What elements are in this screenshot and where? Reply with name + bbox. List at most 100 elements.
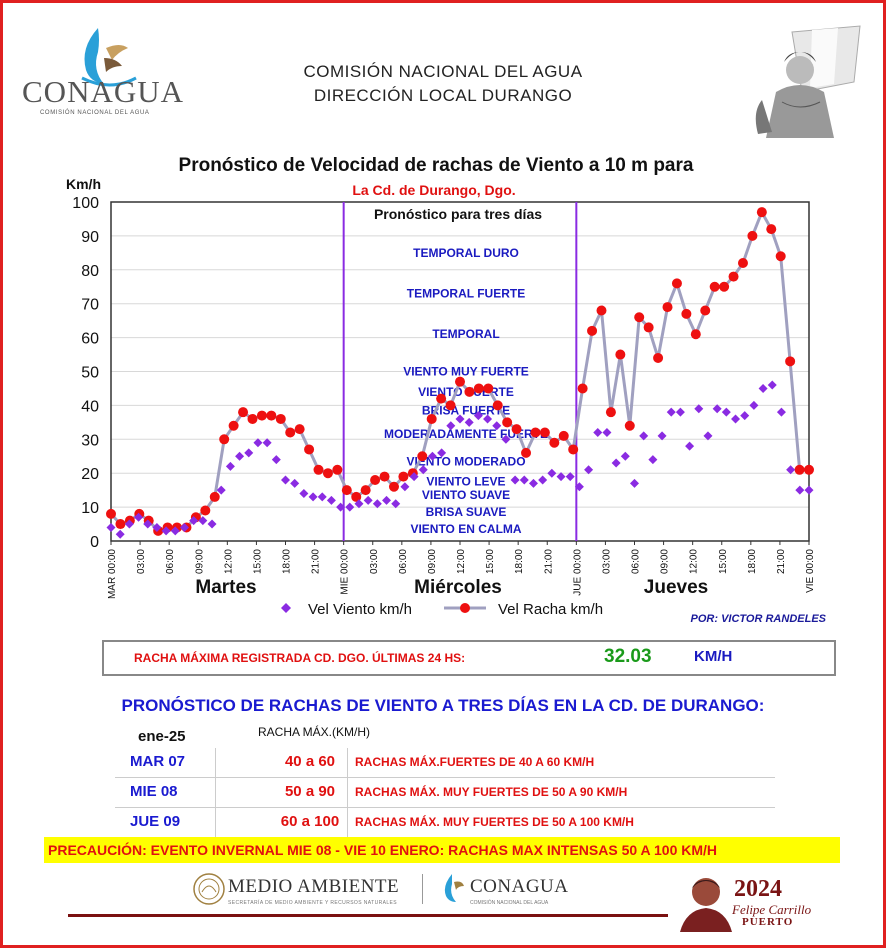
- wind-point: [207, 519, 217, 529]
- gust-point: [662, 302, 673, 313]
- warning-text: PRECAUCIÓN: EVENTO INVERNAL MIE 08 - VIE…: [48, 842, 718, 858]
- gust-point: [719, 281, 730, 292]
- wind-point: [694, 404, 704, 414]
- gust-point: [473, 383, 484, 394]
- wind-point: [372, 499, 382, 509]
- gust-point: [332, 464, 343, 475]
- conagua-logo-icon: [81, 28, 137, 87]
- wind-point: [483, 414, 493, 424]
- wind-point: [639, 431, 649, 441]
- x-tick-label: 15:00: [252, 549, 263, 574]
- wind-point: [299, 489, 309, 499]
- x-tick-label: MAR 00:00: [107, 549, 118, 599]
- legend-marker-wind: [281, 603, 291, 613]
- wind-point: [786, 465, 796, 475]
- cell-divider: [215, 748, 216, 777]
- gust-point: [455, 376, 465, 387]
- wind-point: [354, 499, 364, 509]
- wind-point: [336, 502, 346, 512]
- wind-point: [776, 407, 786, 417]
- x-tick-label: 21:00: [776, 549, 787, 574]
- wind-point: [630, 478, 639, 488]
- forecast-column-header: RACHA MÁX.(KM/H): [258, 725, 371, 739]
- gust-point: [766, 224, 777, 235]
- wind-point: [418, 465, 428, 475]
- gust-point: [521, 447, 532, 458]
- wind-point: [345, 502, 355, 512]
- x-tick-label: 09:00: [660, 549, 671, 574]
- x-tick-label: 18:00: [747, 549, 758, 574]
- gust-point: [794, 464, 805, 475]
- wind-point: [758, 383, 768, 393]
- wind-point: [326, 495, 336, 505]
- gust-point: [106, 508, 116, 519]
- gust-point: [266, 410, 277, 421]
- conagua-logo: CONAGUA COMISIÓN NACIONAL DEL AGUA: [20, 18, 195, 128]
- max-gust-label: RACHA MÁXIMA REGISTRADA CD. DGO. ÚLTIMAS…: [134, 651, 466, 665]
- chart-plot-area: [110, 201, 810, 542]
- x-tick-label: 21:00: [543, 549, 554, 574]
- x-tick-label: 03:00: [369, 549, 380, 574]
- wind-point: [143, 519, 153, 529]
- conagua-small-icon: [444, 874, 464, 902]
- wind-point: [574, 482, 584, 492]
- gust-point: [426, 413, 437, 424]
- wind-point: [538, 475, 548, 485]
- portrait-icon: [680, 878, 732, 932]
- x-tick-label: 09:00: [427, 549, 438, 574]
- wind-point: [134, 512, 144, 522]
- org-name: COMISIÓN NACIONAL DEL AGUA: [303, 62, 583, 81]
- wind-point: [400, 482, 410, 492]
- gust-point: [464, 386, 475, 397]
- wind-point: [749, 400, 759, 410]
- table-row: MIE 08 50 a 90 RACHAS MÁX. MUY FUERTES D…: [115, 778, 775, 808]
- gust-point: [370, 474, 381, 485]
- chart-series: [106, 207, 814, 539]
- x-tick-label: 06:00: [398, 549, 409, 574]
- chart-background: [46, 145, 836, 635]
- x-tick-label: JUE 00:00: [572, 549, 583, 596]
- medio-ambiente-text: MEDIO AMBIENTE: [228, 876, 400, 897]
- wind-point: [244, 448, 254, 458]
- wind-point: [115, 529, 125, 539]
- wind-point: [721, 407, 731, 417]
- y-tick-label: 20: [81, 466, 99, 483]
- wind-point: [409, 472, 419, 482]
- wind-point: [262, 438, 272, 448]
- max-gust-value: 32.03: [604, 646, 652, 667]
- table-row: JUE 09 60 a 100 RACHAS MÁX. MUY FUERTES …: [115, 808, 775, 838]
- wind-point: [767, 380, 777, 390]
- wind-point: [198, 516, 208, 526]
- x-tick-label: 18:00: [514, 549, 525, 574]
- cell-divider: [347, 778, 348, 807]
- wind-point: [685, 441, 695, 451]
- wind-point: [703, 431, 713, 441]
- chart-axes: 0 10 20 30 40 50 60 70 80 90 100 MAR 00:00 03:00 06:0…: [72, 195, 816, 599]
- y-tick-label: 70: [81, 297, 99, 314]
- chart-svg: Pronóstico de Velocidad de rachas de Vie…: [46, 145, 836, 635]
- day-label: Martes: [195, 577, 256, 598]
- wind-point: [161, 526, 171, 536]
- gust-point: [483, 383, 494, 394]
- wind-point: [290, 478, 300, 488]
- gust-point: [294, 424, 305, 435]
- forecast-title: PRONÓSTICO DE RACHAS DE VIENTO A TRES DÍ…: [121, 696, 765, 715]
- gust-point: [756, 207, 767, 218]
- y-tick-label: 80: [81, 263, 99, 280]
- wind-point: [437, 448, 447, 458]
- wind-point: [124, 519, 134, 529]
- y-tick-label: 40: [81, 398, 99, 415]
- x-tick-label: 21:00: [311, 549, 322, 574]
- chart-title: Pronóstico de Velocidad de rachas de Vie…: [179, 155, 694, 176]
- row-range: 60 a 100: [280, 813, 340, 830]
- chart-legend: Vel Viento km/h Vel Racha km/h: [281, 601, 603, 618]
- wind-point: [235, 451, 245, 461]
- chart-subtitle: La Cd. de Durango, Dgo.: [352, 182, 515, 198]
- cell-divider: [347, 748, 348, 777]
- gust-point: [313, 464, 324, 475]
- x-tick-label: 12:00: [689, 549, 700, 574]
- gust-point: [256, 410, 267, 421]
- wind-point: [666, 407, 676, 417]
- gust-point: [228, 420, 239, 431]
- wind-point: [593, 428, 603, 438]
